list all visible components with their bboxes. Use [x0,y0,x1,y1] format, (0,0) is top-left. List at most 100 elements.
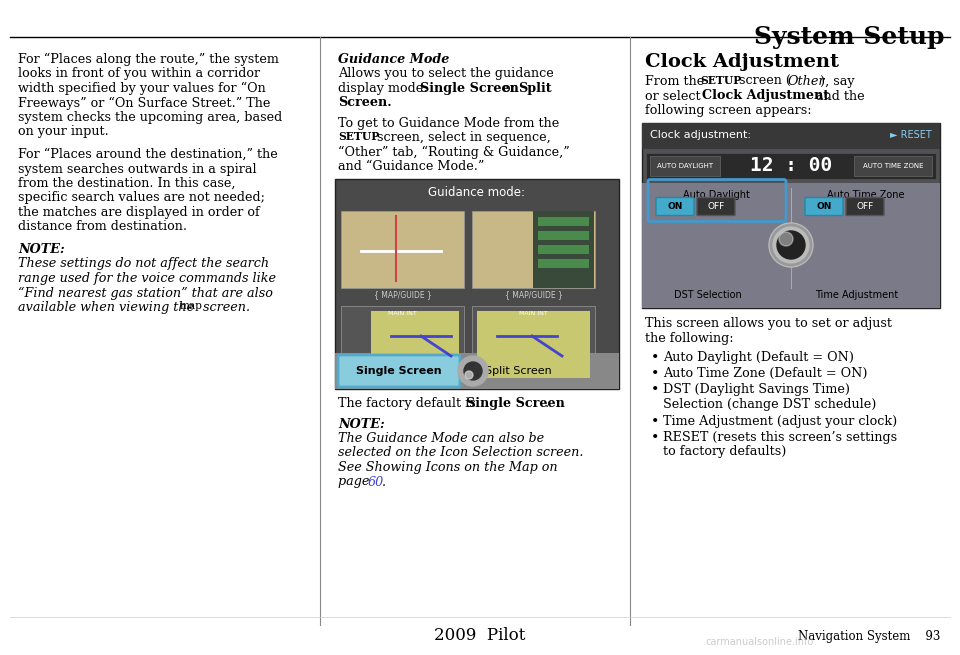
Text: Single Screen: Single Screen [356,366,442,376]
Text: or select: or select [645,90,705,102]
Circle shape [458,356,488,386]
Circle shape [777,231,805,259]
Text: system searches outwards in a spiral: system searches outwards in a spiral [18,162,256,176]
Text: Clock Adjustment: Clock Adjustment [645,53,839,71]
Bar [642,122,940,149]
Text: { MAP/GUIDE }: { MAP/GUIDE } [505,290,563,299]
Text: SETUP: SETUP [700,75,741,86]
Text: Navigation System    93: Navigation System 93 [798,630,940,643]
Text: The factory default is: The factory default is [338,397,480,410]
Text: Single Screen: Single Screen [466,397,564,410]
Bar [341,211,464,288]
Text: Time Adjustment: Time Adjustment [815,290,899,299]
Text: AUTO DAYLIGHT: AUTO DAYLIGHT [657,162,713,168]
Text: From the: From the [645,75,708,88]
FancyBboxPatch shape [805,198,843,215]
Text: system checks the upcoming area, based: system checks the upcoming area, based [18,111,282,124]
Bar [538,217,589,226]
Bar [371,311,459,378]
Text: Auto Daylight: Auto Daylight [684,191,750,200]
Text: The Guidance Mode can also be: The Guidance Mode can also be [338,432,544,445]
Text: 2009  Pilot: 2009 Pilot [434,626,526,643]
Text: Split: Split [518,82,552,95]
Text: Guidance mode:: Guidance mode: [428,185,525,198]
Text: •: • [651,431,660,445]
Text: DST Selection: DST Selection [674,290,741,299]
Bar [533,211,594,288]
Text: •: • [651,367,660,381]
Circle shape [769,223,813,267]
Text: to factory defaults): to factory defaults) [663,445,786,458]
Bar [538,245,589,254]
Text: from the destination. In this case,: from the destination. In this case, [18,177,235,190]
Text: •: • [651,383,660,398]
Text: For “Places around the destination,” the: For “Places around the destination,” the [18,148,277,161]
Text: “Other” tab, “Routing & Guidance,”: “Other” tab, “Routing & Guidance,” [338,146,569,159]
FancyBboxPatch shape [656,198,694,215]
Text: See Showing Icons on the Map on: See Showing Icons on the Map on [338,461,558,474]
Text: looks in front of you within a corridor: looks in front of you within a corridor [18,67,260,81]
Text: screen.: screen. [199,301,250,314]
Text: Clock Adjustment: Clock Adjustment [702,90,829,102]
Bar [642,243,940,307]
Text: OFF: OFF [856,202,874,211]
Text: Freeways” or “On Surface Street.” The: Freeways” or “On Surface Street.” The [18,96,271,110]
Bar [538,231,589,240]
Text: MAIN INT: MAIN INT [519,311,548,316]
Text: DST (Daylight Savings Time): DST (Daylight Savings Time) [663,383,850,396]
Bar [472,211,595,288]
Text: screen (: screen ( [735,75,791,88]
Text: SETUP: SETUP [338,132,379,143]
FancyBboxPatch shape [338,355,460,387]
Text: following screen appears:: following screen appears: [645,104,811,117]
Text: carmanualsonline.info: carmanualsonline.info [706,637,814,647]
Text: System Setup: System Setup [755,25,945,49]
Bar [854,155,932,176]
Circle shape [779,232,793,246]
Text: NOTE:: NOTE: [18,243,64,256]
Text: 60: 60 [368,476,384,489]
Circle shape [464,362,482,380]
Text: ON: ON [667,202,683,211]
Text: selected on the Icon Selection screen.: selected on the Icon Selection screen. [338,447,584,460]
Text: Split Screen: Split Screen [485,366,551,376]
Text: or: or [499,82,520,95]
Text: OFF: OFF [708,202,725,211]
FancyBboxPatch shape [697,198,735,215]
Text: •: • [651,415,660,428]
Text: These settings do not affect the search: These settings do not affect the search [18,257,269,271]
Bar [335,353,619,389]
Text: { MAP/GUIDE }: { MAP/GUIDE } [373,290,431,299]
Text: This screen allows you to set or adjust: This screen allows you to set or adjust [645,318,892,331]
Text: Auto Daylight (Default = ON): Auto Daylight (Default = ON) [663,350,854,364]
Text: 12 : 00: 12 : 00 [750,156,832,175]
Text: display mode:: display mode: [338,82,432,95]
Text: specific search values are not needed;: specific search values are not needed; [18,191,265,204]
Text: Auto Time Zone (Default = ON): Auto Time Zone (Default = ON) [663,367,868,380]
Circle shape [465,371,473,379]
Text: screen, select in sequence,: screen, select in sequence, [373,132,551,145]
Text: width specified by your values for “On: width specified by your values for “On [18,82,266,95]
Text: Guidance Mode: Guidance Mode [338,53,449,66]
Text: RESET (resets this screen’s settings: RESET (resets this screen’s settings [663,431,898,444]
FancyBboxPatch shape [846,198,884,215]
Bar [538,259,589,268]
Text: NOTE:: NOTE: [338,417,385,430]
Bar [335,179,619,389]
Bar [341,306,464,383]
Text: Allows you to select the guidance: Allows you to select the guidance [338,67,554,81]
Bar [472,306,595,383]
Text: •: • [651,350,660,364]
Text: .: . [382,476,386,489]
Text: “Find nearest gas station” that are also: “Find nearest gas station” that are also [18,286,273,300]
Bar [642,122,940,307]
Text: ► RESET: ► RESET [890,130,932,141]
Text: Selection (change DST schedule): Selection (change DST schedule) [663,398,876,411]
Bar [646,153,936,179]
Text: the following:: the following: [645,332,733,345]
Text: AUTO TIME ZONE: AUTO TIME ZONE [863,162,924,168]
Bar [650,155,720,176]
Text: on your input.: on your input. [18,126,108,138]
Text: Single Screen: Single Screen [420,82,518,95]
Text: For “Places along the route,” the system: For “Places along the route,” the system [18,53,278,66]
